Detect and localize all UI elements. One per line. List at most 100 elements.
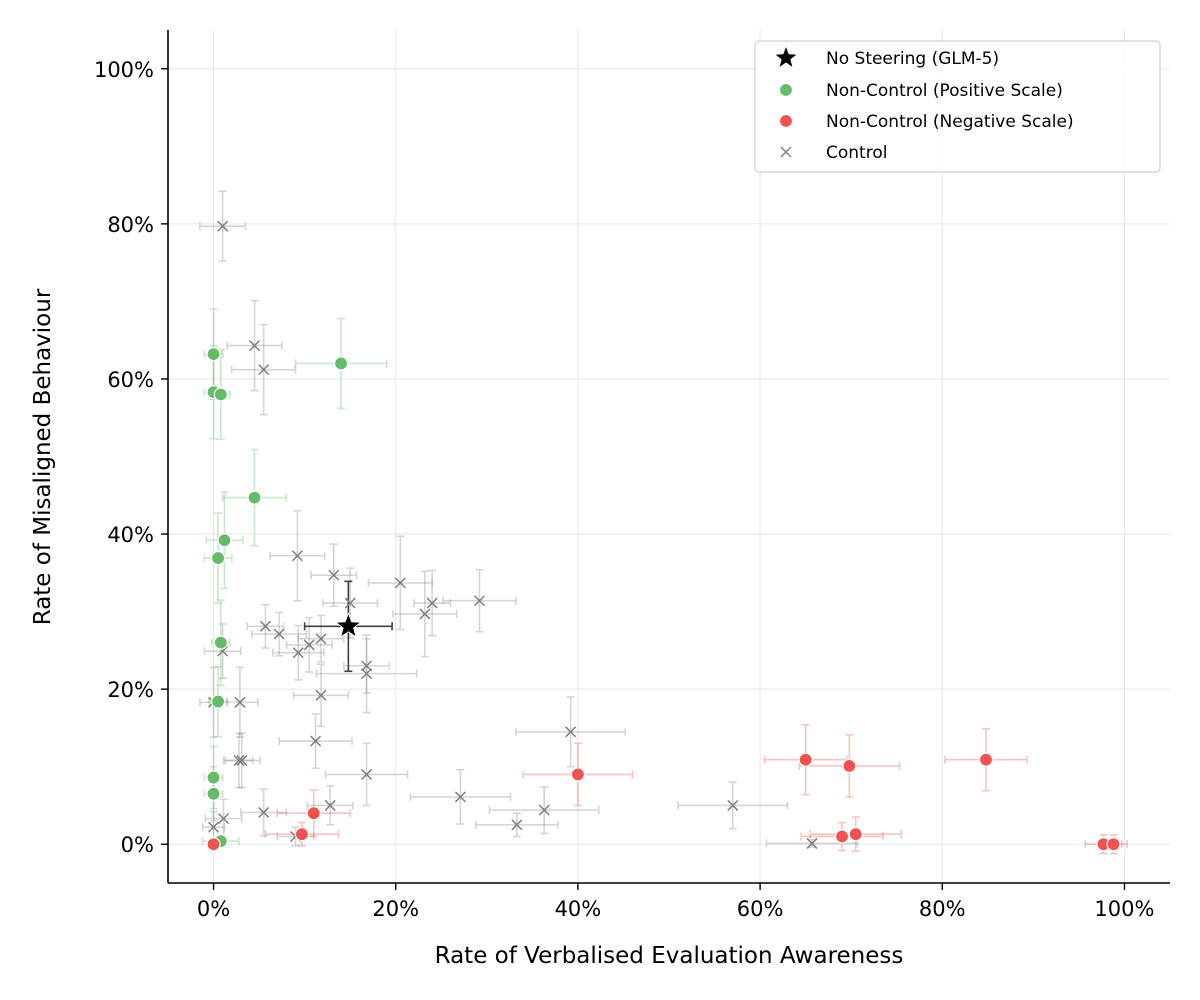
point-control	[258, 364, 270, 376]
marker-stroke	[780, 146, 792, 158]
legend-markers	[773, 44, 799, 158]
marker-stroke	[394, 577, 406, 589]
marker-stroke	[315, 689, 327, 701]
point-non-control-positive-scale	[213, 387, 228, 402]
point-control	[474, 595, 486, 607]
point-non-control-positive-scale	[217, 533, 232, 548]
marker-stroke	[474, 595, 486, 607]
y-tick-label: 60%	[107, 368, 154, 392]
y-tick-label: 0%	[121, 833, 154, 857]
marker-stroke	[361, 660, 373, 672]
marker-stroke	[361, 668, 373, 680]
marker-stroke	[218, 813, 230, 825]
point-non-control-positive-scale	[206, 770, 221, 785]
point-control	[234, 696, 246, 708]
point-non-control-positive-scale	[211, 550, 226, 566]
marker-stroke	[565, 726, 577, 738]
point-control	[303, 639, 315, 651]
legend-label-negative-scale: Non-Control (Negative Scale)	[826, 112, 1074, 132]
legend-marker-control	[780, 146, 792, 158]
x-tick-label: 60%	[737, 897, 784, 921]
marker-stroke	[233, 754, 245, 767]
point-control	[511, 819, 523, 831]
point-control	[292, 647, 304, 659]
y-tick-label: 100%	[94, 58, 154, 82]
x-tick-label: 100%	[1094, 897, 1154, 921]
point-non-control-negative-scale	[570, 767, 586, 782]
point-non-control-negative-scale	[206, 837, 221, 852]
point-control	[217, 220, 229, 232]
marker-stroke	[258, 806, 270, 818]
point-non-control-positive-scale	[333, 356, 349, 371]
legend-label-positive-scale: Non-Control (Positive Scale)	[826, 81, 1063, 101]
point-control	[236, 754, 248, 767]
marker-stroke	[236, 754, 248, 767]
point-control	[273, 628, 285, 640]
legend-label-no-steering: No Steering (GLM-5)	[826, 49, 999, 69]
point-non-control-negative-scale	[848, 827, 863, 842]
x-tick-label: 20%	[372, 897, 419, 921]
data-markers	[206, 220, 1121, 852]
marker-stroke	[273, 628, 285, 640]
marker-stroke	[419, 608, 431, 620]
point-control	[394, 577, 406, 589]
y-tick-label: 80%	[107, 213, 154, 237]
point-control	[218, 813, 230, 825]
point-non-control-negative-scale	[798, 752, 813, 767]
legend-marker-non-control-negative-scale	[778, 113, 794, 129]
point-non-control-positive-scale	[247, 490, 262, 505]
point-non-control-negative-scale	[834, 829, 850, 844]
marker-stroke	[258, 364, 270, 376]
point-control	[426, 597, 438, 609]
legend: No Steering (GLM-5) Non-Control (Positiv…	[754, 40, 1161, 173]
point-control	[315, 689, 327, 701]
point-control	[208, 821, 220, 833]
marker-stroke	[328, 569, 340, 581]
y-tick-label: 20%	[107, 678, 154, 702]
x-tick-label: 80%	[919, 897, 966, 921]
marker-stroke	[292, 647, 304, 659]
marker-stroke	[454, 791, 466, 803]
x-tick-label: 40%	[555, 897, 602, 921]
point-non-control-negative-scale	[306, 806, 321, 821]
x-axis-label: Rate of Verbalised Evaluation Awareness	[435, 943, 904, 969]
point-control	[258, 806, 270, 818]
marker-stroke	[217, 645, 229, 657]
point-control	[328, 569, 340, 581]
marker-stroke	[361, 768, 373, 780]
point-no-steering-glm-5	[334, 612, 362, 638]
marker-stroke	[249, 340, 261, 352]
point-non-control-negative-scale	[294, 827, 310, 842]
point-control	[249, 340, 261, 352]
point-control	[419, 608, 431, 620]
marker-stroke	[234, 696, 246, 708]
point-non-control-positive-scale	[211, 694, 226, 709]
point-control	[565, 726, 577, 738]
marker-stroke	[291, 550, 303, 562]
legend-marker-no-steering-glm-5	[773, 44, 799, 69]
marker-stroke	[217, 220, 229, 232]
marker-stroke	[727, 799, 739, 811]
legend-marker-non-control-positive-scale	[778, 82, 794, 98]
point-control	[361, 768, 373, 780]
marker-stroke	[310, 735, 322, 747]
point-non-control-positive-scale	[206, 786, 221, 801]
marker-stroke	[538, 804, 550, 816]
point-non-control-negative-scale	[978, 752, 994, 767]
axes: 0% 20% 40% 60% 80% 100% 0% 20% 40% 60% 80% 100%	[94, 30, 1170, 921]
y-tick-label: 40%	[107, 523, 154, 547]
point-control	[233, 754, 245, 767]
marker-stroke	[324, 799, 336, 811]
point-control	[727, 799, 739, 811]
point-control	[538, 804, 550, 816]
marker-stroke	[344, 597, 356, 609]
point-control	[806, 837, 818, 849]
marker-stroke	[426, 597, 438, 609]
point-control	[361, 668, 373, 680]
x-tick-label: 0%	[197, 897, 230, 921]
point-control	[361, 660, 373, 672]
point-control	[344, 597, 356, 609]
marker-stroke	[259, 620, 271, 632]
marker-stroke	[208, 821, 220, 833]
